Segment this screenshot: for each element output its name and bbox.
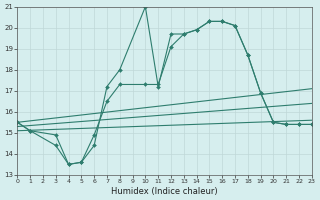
X-axis label: Humidex (Indice chaleur): Humidex (Indice chaleur) [111, 187, 218, 196]
